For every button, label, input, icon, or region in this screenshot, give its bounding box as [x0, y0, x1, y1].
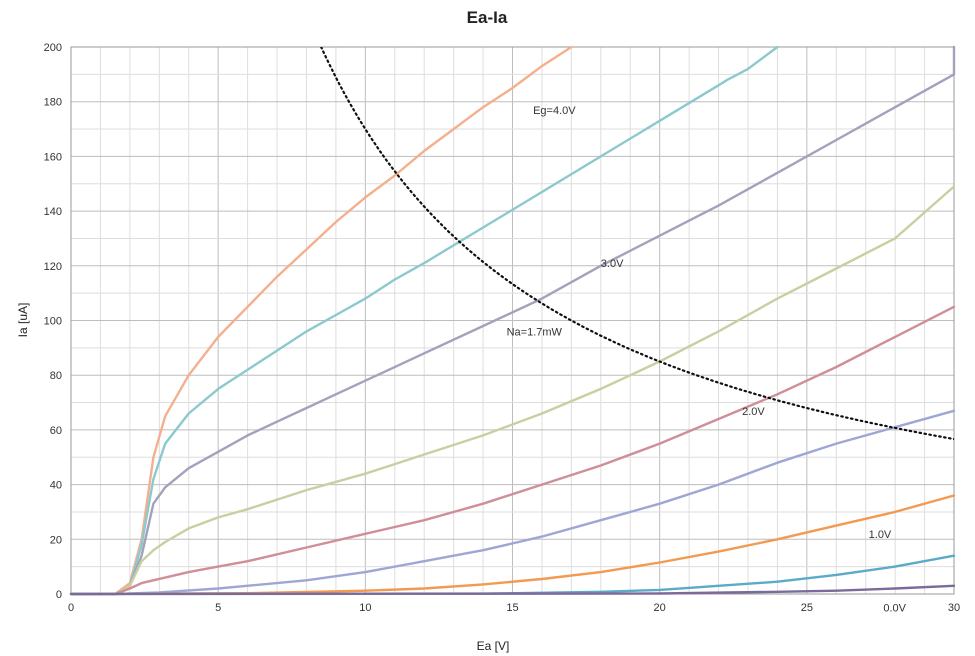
curve-annotation: Eg=4.0V — [533, 105, 576, 117]
series-line-3 — [69, 45, 956, 596]
x-tick-label: 5 — [215, 602, 221, 614]
x-tick-label: 30 — [948, 602, 960, 614]
series-line-9 — [69, 584, 956, 596]
annotations: Eg=4.0V 3.0V Na=1.7mW 2.0V 1.0V 0.0V — [507, 105, 907, 615]
x-tick-labels: 0 5 10 15 20 25 30 — [68, 602, 960, 614]
y-tick-labels: 0 20 40 60 80 100 120 140 160 180 200 — [44, 42, 62, 601]
x-tick-label: 0 — [68, 602, 74, 614]
series-line-2 — [69, 45, 779, 596]
power-hyperbola — [320, 47, 954, 441]
y-tick-label: 180 — [44, 97, 62, 109]
curve-annotation: 1.0V — [869, 529, 892, 541]
curve-annotation: 3.0V — [601, 258, 624, 270]
y-tick-label: 120 — [44, 261, 62, 273]
curve-annotation: 2.0V — [742, 406, 765, 418]
curves — [69, 45, 956, 596]
x-tick-label: 10 — [359, 602, 371, 614]
x-tick-label: 15 — [506, 602, 518, 614]
y-tick-label: 60 — [50, 425, 62, 437]
power-curve — [320, 47, 954, 441]
y-tick-label: 160 — [44, 151, 62, 163]
y-axis-label: Ia [uA] — [16, 303, 30, 338]
curve-annotation: Na=1.7mW — [507, 326, 563, 338]
y-tick-label: 100 — [44, 316, 62, 328]
series-line-5 — [69, 305, 956, 596]
x-tick-label: 20 — [654, 602, 666, 614]
y-tick-label: 140 — [44, 206, 62, 218]
grid — [70, 46, 955, 595]
y-tick-label: 20 — [50, 534, 62, 546]
curve-annotation: 0.0V — [883, 603, 906, 615]
y-tick-label: 0 — [56, 589, 62, 601]
series-line-4 — [69, 185, 956, 596]
chart-title: Ea-Ia — [467, 8, 508, 27]
series-line-6 — [69, 409, 956, 596]
y-tick-label: 80 — [50, 370, 62, 382]
x-tick-label: 25 — [801, 602, 813, 614]
y-tick-label: 40 — [50, 480, 62, 492]
x-axis-label: Ea [V] — [477, 639, 510, 653]
y-tick-label: 200 — [44, 42, 62, 54]
series-line-1 — [69, 45, 573, 596]
series-line-7 — [69, 494, 956, 596]
